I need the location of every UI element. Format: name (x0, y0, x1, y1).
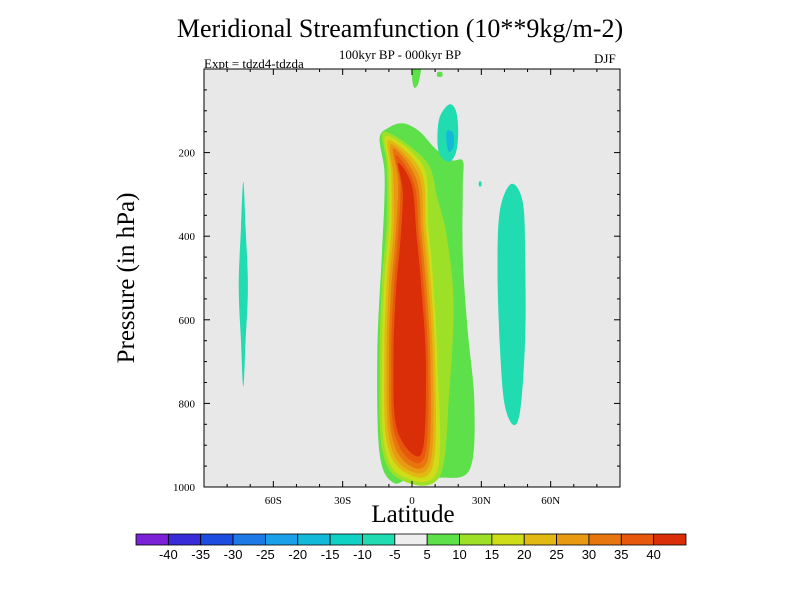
contour-region-deep-red-core (393, 163, 427, 457)
chart-subtitle: 100kyr BP - 000kyr BP (338, 47, 462, 62)
colorbar-label: 5 (424, 547, 431, 562)
colorbar-swatch (523, 533, 557, 546)
colorbar-swatch (459, 533, 493, 546)
colorbar-label: 30 (582, 547, 596, 562)
colorbar-label: -35 (191, 547, 210, 562)
axes: 60S 30S 0 30N 60N 200 400 600 800 1000 (173, 68, 621, 507)
contour-region-negative-nh-midlat (497, 183, 526, 426)
x-tick-label: 0 (409, 495, 415, 507)
colorbar-swatch (491, 533, 525, 546)
y-tick-label: 1000 (173, 482, 196, 494)
colorbar-swatch (167, 533, 202, 546)
colorbar-swatch (135, 533, 169, 546)
colorbar-label: -20 (288, 547, 307, 562)
colorbar-label: -10 (353, 547, 372, 562)
colorbar-swatch (556, 533, 590, 546)
colorbar-label: -15 (321, 547, 340, 562)
colorbar-label: -30 (224, 547, 243, 562)
y-tick-label: 800 (179, 398, 196, 410)
contour-region-positive-5-10-upper-plume (411, 69, 422, 88)
plot-area (204, 69, 620, 487)
colorbar-swatch (297, 533, 331, 546)
colorbar-label: 25 (549, 547, 563, 562)
season-label: DJF (594, 51, 616, 66)
colorbar-label: 10 (452, 547, 466, 562)
colorbar-label: 35 (614, 547, 628, 562)
colorbar-label: 40 (646, 547, 660, 562)
colorbar-swatch (362, 533, 396, 546)
colorbar-swatch (653, 533, 687, 546)
colorbar: -40 -35 -30 -25 -20 -15 -10 -5 5 10 15 20 25 30 35 40 (135, 533, 687, 562)
chart-title: Meridional Streamfunction (10**9kg/m-2) (176, 14, 624, 43)
colorbar-swatch (620, 533, 655, 546)
contour-region-positive-5-10-upper-dot (436, 71, 443, 78)
contour-region-negative-tropical-upper-15 (446, 130, 455, 152)
x-tick-label: 30N (472, 495, 491, 507)
contour-region-negative-nh-speck (478, 181, 482, 187)
colorbar-swatch (200, 533, 234, 546)
colorbar-swatch (426, 533, 460, 546)
colorbar-label: 15 (485, 547, 499, 562)
x-tick-label: 60S (265, 495, 282, 507)
x-tick-label: 30S (334, 495, 351, 507)
colorbar-label: -25 (256, 547, 275, 562)
colorbar-swatch (588, 533, 622, 546)
experiment-label: Expt = tdzd4-tdzda (204, 56, 304, 71)
x-tick-label: 60N (541, 495, 560, 507)
y-tick-label: 200 (179, 148, 196, 160)
y-tick-label: 600 (179, 315, 196, 327)
colorbar-swatch (394, 533, 428, 546)
colorbar-label: -5 (389, 547, 401, 562)
colorbar-label: -40 (159, 547, 178, 562)
colorbar-swatch (265, 533, 299, 546)
y-tick-label: 400 (179, 231, 196, 243)
x-axis-label: Latitude (371, 501, 455, 528)
colorbar-label: 20 (517, 547, 531, 562)
contour-region-negative-sh-midlat (238, 181, 248, 387)
colorbar-swatch (232, 533, 266, 546)
colorbar-swatch (329, 533, 363, 546)
